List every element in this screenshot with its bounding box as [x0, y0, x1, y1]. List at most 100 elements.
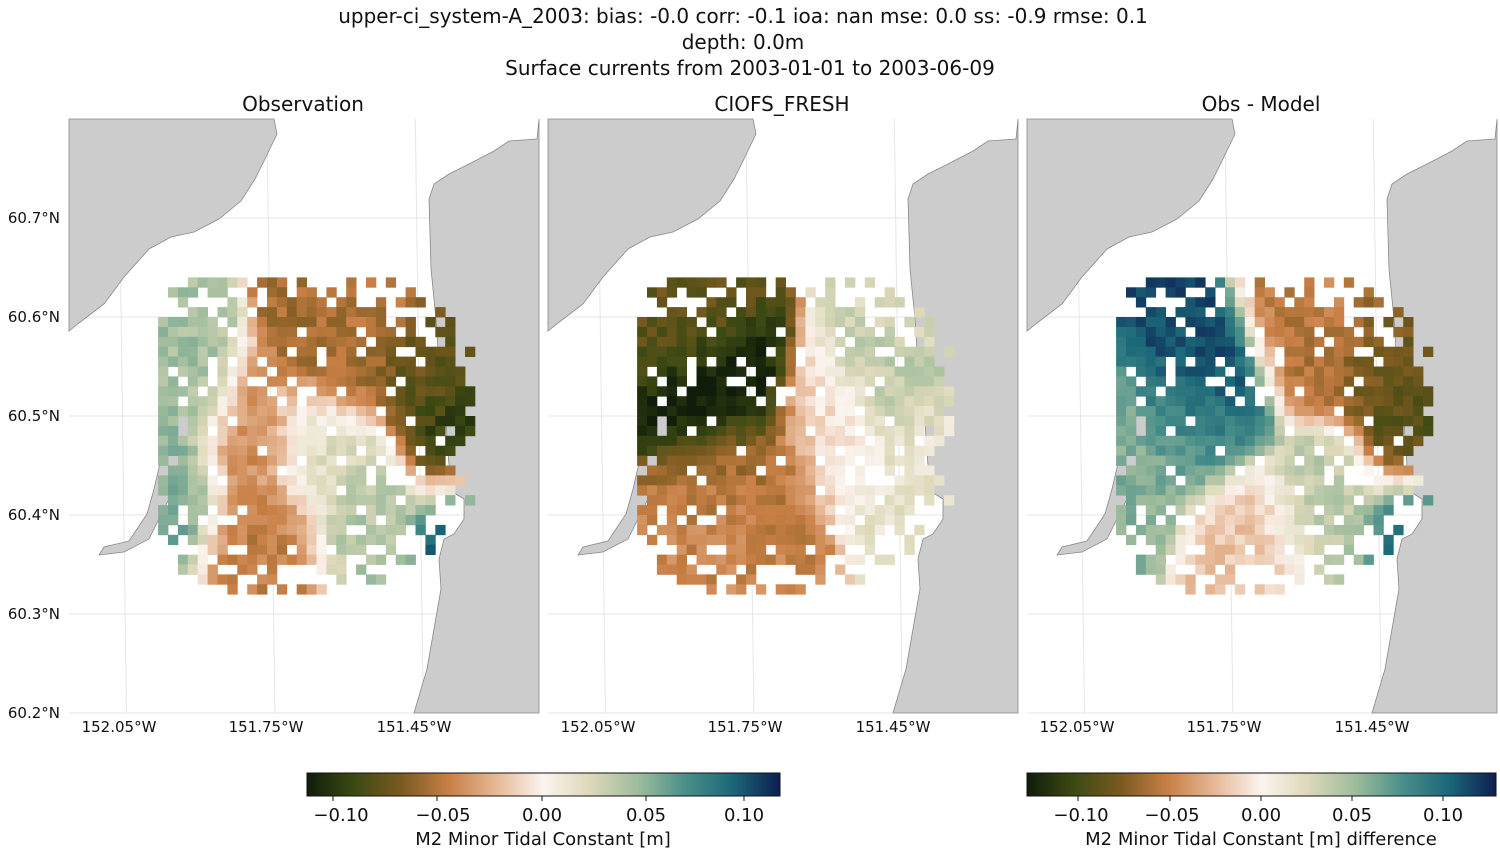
data-cell	[1165, 564, 1176, 575]
data-cell	[316, 366, 327, 377]
data-cell	[187, 336, 199, 348]
data-cell	[874, 445, 885, 456]
data-cell	[405, 326, 416, 338]
data-cell	[1343, 366, 1355, 377]
data-cell	[415, 396, 426, 407]
data-cell	[1254, 445, 1265, 456]
data-cell	[894, 524, 905, 536]
data-cell	[1274, 317, 1285, 328]
data-cell	[1215, 495, 1226, 506]
data-cell	[1294, 534, 1305, 546]
data-cell	[316, 386, 327, 397]
data-cell	[924, 416, 935, 427]
data-cell	[267, 416, 278, 427]
data-cell	[276, 524, 288, 536]
data-cell	[1284, 317, 1295, 328]
data-cell	[815, 317, 826, 328]
data-cell	[346, 435, 357, 447]
data-cell	[1116, 435, 1127, 447]
data-cell	[1234, 336, 1246, 348]
data-cell	[805, 376, 816, 387]
data-cell	[257, 534, 268, 546]
data-cell	[736, 475, 747, 486]
data-cell	[375, 534, 387, 546]
data-cell	[296, 515, 307, 526]
data-cell	[276, 386, 288, 397]
data-cell	[1145, 307, 1157, 318]
data-cell	[1284, 445, 1295, 456]
data-cell	[825, 425, 836, 437]
data-cell	[1155, 524, 1166, 536]
data-cell	[666, 317, 678, 328]
data-cell	[276, 317, 288, 328]
data-cell	[425, 366, 436, 377]
data-cell	[1333, 386, 1345, 397]
data-cell	[696, 396, 707, 407]
data-cell	[217, 396, 228, 407]
data-cell	[247, 485, 258, 496]
data-cell	[1185, 465, 1196, 476]
data-cell	[894, 435, 905, 447]
data-cell	[825, 445, 836, 456]
data-cell	[1343, 326, 1355, 338]
data-cell	[197, 356, 208, 367]
data-cell	[1215, 574, 1226, 585]
data-cell	[187, 287, 199, 298]
data-cell	[1205, 485, 1216, 496]
data-cell	[696, 386, 707, 397]
data-cell	[395, 524, 406, 536]
data-cell	[775, 524, 786, 536]
data-cell	[168, 346, 179, 357]
data-cell	[746, 574, 757, 585]
data-cell	[1393, 356, 1404, 367]
data-cell	[874, 455, 885, 466]
data-cell	[647, 326, 658, 338]
data-cell	[805, 554, 816, 565]
data-cell	[726, 505, 737, 516]
data-cell	[158, 475, 169, 486]
data-cell	[845, 346, 856, 357]
data-cell	[647, 406, 658, 417]
data-cell	[237, 297, 248, 308]
data-cell	[894, 475, 905, 486]
data-cell	[1195, 396, 1206, 407]
data-cell	[207, 416, 218, 427]
data-cell	[696, 435, 707, 447]
data-cell	[1234, 445, 1246, 456]
data-cell	[805, 495, 816, 506]
data-cell	[1393, 524, 1404, 536]
data-cell	[647, 396, 658, 407]
data-cell	[197, 425, 208, 437]
data-cell	[237, 356, 248, 367]
lon-tick-label: 151.45°W	[377, 718, 452, 736]
data-cell	[795, 524, 806, 536]
data-cell	[686, 386, 697, 397]
data-cell	[375, 346, 387, 357]
data-cell	[1175, 445, 1186, 456]
data-cell	[805, 524, 816, 536]
data-cell	[168, 386, 179, 397]
data-cell	[168, 356, 179, 367]
data-cell	[1274, 465, 1285, 476]
data-cell	[1244, 297, 1256, 308]
data-cell	[934, 406, 945, 417]
data-cell	[666, 406, 678, 417]
data-cell	[356, 495, 367, 506]
data-cell	[1234, 287, 1246, 298]
data-cell	[1234, 475, 1246, 486]
data-cell	[1393, 425, 1404, 437]
data-cell	[686, 534, 697, 546]
data-cell	[736, 406, 747, 417]
data-cell	[197, 564, 208, 575]
data-cell	[415, 455, 426, 466]
data-cell	[884, 287, 895, 298]
data-cell	[805, 455, 816, 466]
data-cell	[1185, 455, 1196, 466]
data-cell	[1403, 465, 1414, 476]
data-cell	[696, 554, 707, 565]
data-cell	[425, 544, 436, 555]
data-cell	[696, 356, 707, 367]
data-cell	[755, 485, 767, 496]
data-cell	[864, 534, 876, 546]
data-cell	[1343, 485, 1355, 496]
